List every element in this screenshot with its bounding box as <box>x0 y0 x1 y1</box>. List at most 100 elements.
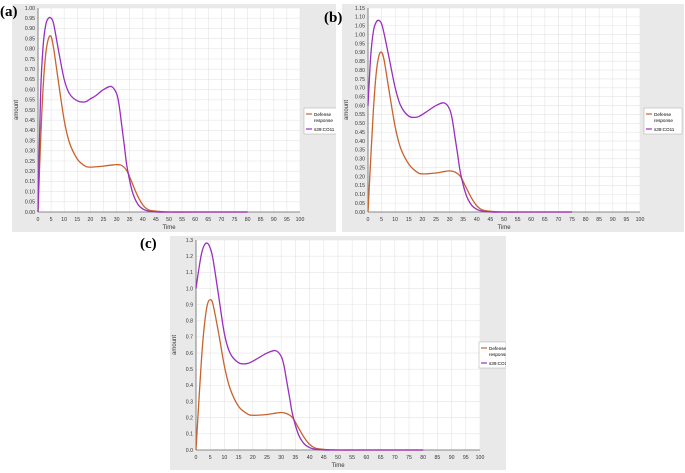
y-tick-label: 0.05 <box>355 201 365 207</box>
y-tick-label: 0.10 <box>25 189 35 195</box>
y-tick-label: 0.50 <box>25 108 35 114</box>
y-tick-label: 0.70 <box>355 86 365 92</box>
y-tick-label: 1.10 <box>355 15 365 21</box>
x-tick-label: 100 <box>476 455 485 461</box>
x-tick-label: 95 <box>463 455 469 461</box>
legend-box <box>643 107 683 135</box>
y-tick-label: 1.2 <box>186 254 193 260</box>
y-tick-label: 0.90 <box>25 26 35 32</box>
x-tick-label: 75 <box>569 217 575 223</box>
y-axis-label: amount <box>344 100 350 120</box>
y-tick-label: 0.40 <box>355 139 365 145</box>
y-tick-label: 0.80 <box>355 68 365 74</box>
y-tick-label: 0.55 <box>25 98 35 104</box>
y-tick-label: 0.60 <box>355 103 365 109</box>
x-tick-label: 50 <box>335 455 341 461</box>
x-tick-label: 30 <box>114 217 120 223</box>
y-tick-label: 0.95 <box>25 16 35 22</box>
series-line-defense-response <box>37 35 248 213</box>
x-tick-label: 70 <box>219 217 225 223</box>
y-tick-label: 0.8 <box>186 319 193 325</box>
y-tick-label: 0.75 <box>25 57 35 63</box>
y-tick-label: 0.50 <box>355 121 365 127</box>
x-tick-label: 55 <box>515 217 521 223</box>
x-tick-label: 0 <box>367 217 370 223</box>
y-tick-label: 0.85 <box>25 36 35 42</box>
x-tick-label: 40 <box>307 455 313 461</box>
series-line-s39-co11 <box>37 16 248 213</box>
y-tick-label: 0.25 <box>355 165 365 171</box>
x-tick-label: 90 <box>271 217 277 223</box>
x-tick-label: 80 <box>245 217 251 223</box>
x-axis-label: Time <box>162 225 176 231</box>
y-tick-label: 0.35 <box>25 138 35 144</box>
x-tick-label: 10 <box>61 217 67 223</box>
y-tick-label: 1.15 <box>355 6 365 12</box>
y-tick-label: 1.05 <box>355 24 365 30</box>
legend-label-s39-co11: s39:CO11 <box>654 127 675 132</box>
legend-label-s39-co11: s39:CO11 <box>489 361 506 366</box>
y-tick-label: 0.2 <box>186 415 193 421</box>
x-tick-label: 60 <box>364 455 370 461</box>
y-tick-label: 0.7 <box>186 335 193 341</box>
y-tick-label: 0.60 <box>25 87 35 93</box>
y-tick-label: 0.20 <box>355 174 365 180</box>
x-tick-label: 50 <box>166 217 172 223</box>
x-tick-label: 95 <box>284 217 290 223</box>
x-tick-label: 75 <box>232 217 238 223</box>
y-tick-label: 0.85 <box>355 59 365 65</box>
y-tick-label: 0.1 <box>186 432 193 438</box>
x-tick-label: 45 <box>153 217 159 223</box>
y-tick-label: 0.0 <box>186 448 193 454</box>
y-tick-label: 1.1 <box>186 270 193 276</box>
x-tick-label: 0 <box>195 455 198 461</box>
y-axis-label: amount <box>172 335 178 355</box>
chart-panel-b: 0 5 10 15 20 25 30 35 40 45 50 55 60 65 70 75 80 85 90 95 10… <box>342 4 684 232</box>
x-tick-label: 35 <box>293 455 299 461</box>
y-tick-label: 0.00 <box>25 210 35 216</box>
legend-label-s39-co11: s39:CO11 <box>314 127 335 132</box>
y-tick-label: 0.6 <box>186 351 193 357</box>
y-tick-label: 1.0 <box>186 286 193 292</box>
x-tick-label: 50 <box>501 217 507 223</box>
x-tick-label: 45 <box>488 217 494 223</box>
y-tick-label: 0.9 <box>186 302 193 308</box>
chart-a: 0 5 10 15 20 25 30 35 40 45 50 55 60 65 70 75 80 85 90 95 10… <box>14 6 336 231</box>
y-tick-label: 0.30 <box>25 149 35 155</box>
y-tick-label: 1.3 <box>186 238 193 244</box>
x-axis-label: Time <box>331 463 345 469</box>
x-tick-label: 60 <box>192 217 198 223</box>
y-tick-label: 0.15 <box>25 179 35 185</box>
x-tick-label: 65 <box>542 217 548 223</box>
y-tick-label: 0.3 <box>186 399 193 405</box>
x-tick-label: 70 <box>556 217 562 223</box>
y-axis-label: amount <box>14 100 20 120</box>
x-tick-label: 15 <box>74 217 80 223</box>
x-tick-label: 55 <box>349 455 355 461</box>
x-tick-label: 10 <box>392 217 398 223</box>
x-tick-label: 100 <box>636 217 645 223</box>
y-tick-label: 0.45 <box>355 130 365 136</box>
y-tick-label: 0.45 <box>25 118 35 124</box>
x-tick-label: 40 <box>140 217 146 223</box>
chart-panel-c: 0 5 10 15 20 25 30 35 40 45 50 55 60 65 70 75 80 85 90 95 10… <box>170 236 506 470</box>
x-tick-label: 5 <box>209 455 212 461</box>
series-line-defense-response <box>367 51 572 213</box>
y-tick-label: 0.5 <box>186 367 193 373</box>
y-tick-label: 0.95 <box>355 41 365 47</box>
x-tick-label: 5 <box>50 217 53 223</box>
x-tick-label: 20 <box>420 217 426 223</box>
y-tick-label: 0.70 <box>25 67 35 73</box>
x-tick-label: 80 <box>420 455 426 461</box>
x-tick-label: 75 <box>406 455 412 461</box>
y-tick-label: 0.15 <box>355 183 365 189</box>
panel-label-b: (b) <box>324 10 343 26</box>
y-tick-label: 0.25 <box>25 159 35 165</box>
x-tick-label: 95 <box>624 217 630 223</box>
chart-c: 0 5 10 15 20 25 30 35 40 45 50 55 60 65 70 75 80 85 90 95 10… <box>172 238 506 469</box>
chart-b: 0 5 10 15 20 25 30 35 40 45 50 55 60 65 70 75 80 85 90 95 10… <box>344 6 683 231</box>
x-tick-label: 55 <box>179 217 185 223</box>
x-tick-label: 10 <box>222 455 228 461</box>
